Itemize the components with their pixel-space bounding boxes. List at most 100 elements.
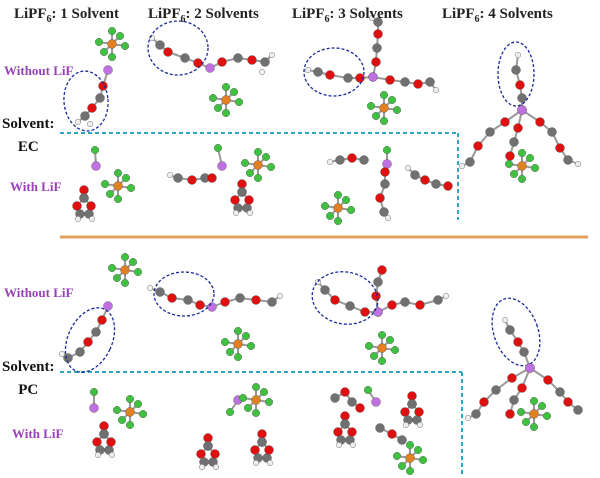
atom-F [347,205,356,214]
atom-L [89,403,99,413]
atom-C [95,93,105,103]
atom-P [517,161,527,171]
atom-F [225,348,234,357]
atom-O [244,195,254,205]
atom-O [473,141,483,151]
atom-H [459,162,466,169]
atom-C [257,437,267,447]
atom-C [373,17,383,27]
atom-O [377,265,387,275]
atom-O [355,73,365,83]
atom-H [74,118,81,125]
atom-H [305,66,312,73]
atom-C [397,435,407,445]
atom-C [573,405,583,415]
highlight-ellipse [63,70,109,132]
atom-O [375,193,385,203]
atom-C [373,277,383,287]
atom-H [465,415,472,422]
atom-C [359,155,369,165]
atom-P [333,203,343,213]
atom-H [198,464,205,471]
atom-F [378,331,387,340]
atom-F [367,101,376,110]
atom-F [246,342,255,351]
highlight-ellipse [497,41,535,107]
atom-O [187,175,197,185]
atom-O [385,75,395,85]
atom-H [405,164,412,171]
atom-F [526,153,535,162]
atom-O [79,185,89,195]
atom-C [203,441,213,451]
atom-F [125,395,134,404]
atom-H [232,209,239,216]
atom-O [517,383,527,393]
atom-O [513,123,523,133]
atom-F [238,394,247,403]
atom-F [505,159,514,168]
atom-O [407,391,417,401]
atom-O [264,445,274,455]
atom-F [393,105,402,114]
atom-O [555,143,565,153]
atom-O [500,117,510,127]
label-with-lif-pc: With LiF [12,426,64,441]
atom-H [350,442,357,449]
atom-O [193,58,203,68]
atom-F [208,93,217,102]
atom-F [370,352,379,361]
atom-C [267,297,277,307]
atom-C [183,295,193,305]
atom-P [253,160,263,170]
atom-F [234,97,243,106]
atom-C [75,347,85,357]
label-without-lif-pc: Without LiF [4,285,74,300]
atom-P [529,409,539,419]
atom-F [220,338,229,347]
atom-O [371,291,381,301]
atom-O [414,407,424,417]
atom-F [326,211,335,220]
atom-F [386,336,395,345]
atom-P [125,407,135,417]
atom-P [120,265,130,275]
atom-C [400,297,410,307]
atom-F [107,27,116,36]
atom-H [403,422,410,429]
atom-F [267,162,276,171]
atom-P [233,339,243,349]
atom-F [518,148,527,157]
atom-L [205,63,215,73]
atom-O [400,407,410,417]
atom-F [107,53,116,62]
atom-F [128,258,137,267]
atom-H [246,209,253,216]
atom-F [260,388,269,397]
atom-O [507,373,517,383]
atom-C [491,385,501,395]
atom-C [425,77,435,87]
atom-O [371,57,381,67]
atom-F [245,168,254,177]
atom-L [103,301,113,311]
atom-C [431,179,441,189]
atom-C [99,429,109,439]
atom-O [340,411,350,421]
atom-O [563,397,573,407]
atom-O [72,201,82,211]
atom-F [120,279,129,288]
atom-F [89,388,98,397]
atom-O [87,103,97,113]
atom-C [471,409,481,419]
highlight-ellipse [311,271,379,325]
atom-F [117,416,126,425]
atom-F [113,168,122,177]
atom-O [196,449,206,459]
atom-F [107,264,116,273]
header-2-solvents: LiPF6: 2 Solvents [148,6,259,25]
atom-C [173,173,183,183]
atom-H [515,52,522,59]
atom-O [479,397,489,407]
